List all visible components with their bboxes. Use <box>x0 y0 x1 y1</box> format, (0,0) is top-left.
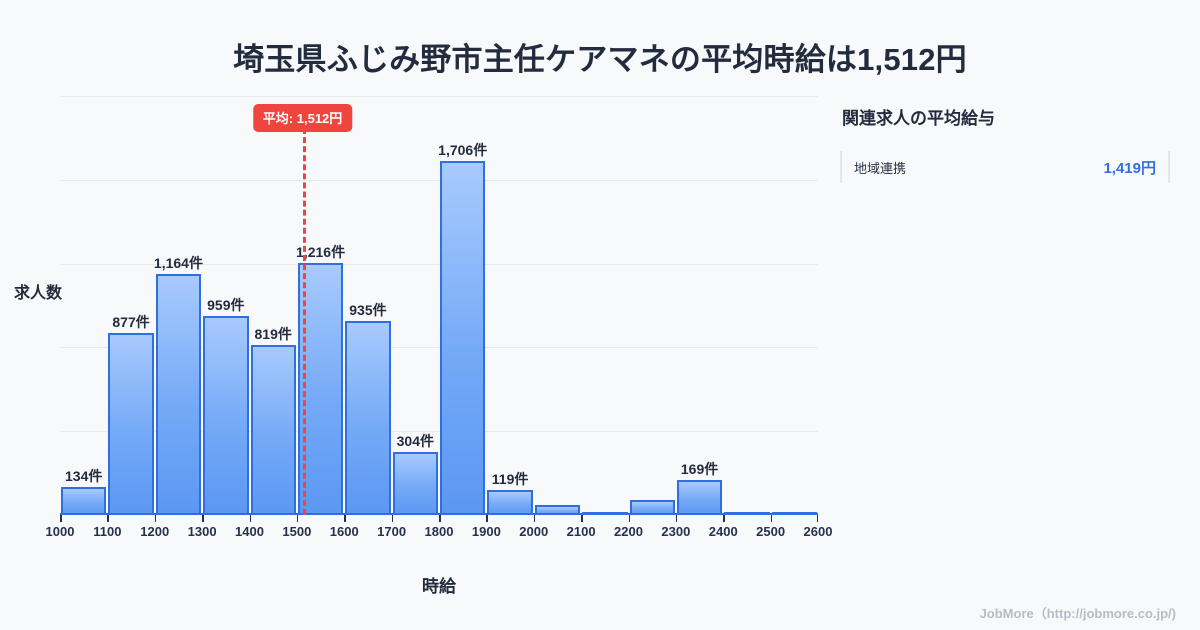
bar[interactable]: 119件 <box>487 471 533 515</box>
x-axis-tick <box>296 515 299 522</box>
x-axis-tick-label: 1600 <box>329 524 359 539</box>
x-axis-tick-label: 2400 <box>708 524 738 539</box>
x-axis-tick <box>533 515 536 522</box>
bar-value-label: 819件 <box>254 326 292 343</box>
x-axis-tick <box>249 515 251 522</box>
x-axis-tick-label: 2100 <box>566 524 596 539</box>
x-axis-tick <box>723 515 725 522</box>
bar-value-label: 1,216件 <box>296 243 346 260</box>
bar-slot: 877件 <box>107 96 154 522</box>
related-salary-list: 地域連携 1,419円 <box>840 151 1170 183</box>
x-axis-tick-label: 1200 <box>140 524 170 539</box>
bar-value-label: 304件 <box>396 432 434 449</box>
bar[interactable] <box>629 499 675 515</box>
gridline <box>60 96 818 97</box>
bar[interactable]: 304件 <box>392 433 438 515</box>
x-axis-tick-label: 1700 <box>377 524 407 539</box>
bar-series: 134件 877件 1,164件 959件 819件 1,216件 935件 304件 1,70… <box>60 96 818 522</box>
gridline <box>60 431 818 432</box>
x-axis-tick-labels: 1000 1100 1200 1300 1400 1500 1600 1700 1800 1900… <box>46 524 833 544</box>
x-axis-tick-label: 2500 <box>756 524 786 539</box>
bar-slot <box>628 96 676 522</box>
x-axis-tick-label: 1400 <box>235 524 264 539</box>
x-axis-tick <box>154 515 157 522</box>
bar-value-label: 935件 <box>349 302 387 319</box>
bar-slot: 1,706件 <box>438 96 487 522</box>
x-axis-tick <box>770 515 773 522</box>
x-axis-tick <box>581 515 583 522</box>
bar-slot: 959件 <box>202 96 249 522</box>
chart-plot-area: 134件 877件 1,164件 959件 819件 1,216件 935件 304件 1,70… <box>60 96 818 522</box>
bar[interactable] <box>534 505 581 515</box>
x-axis-tick <box>202 515 204 522</box>
bar[interactable]: 169件 <box>676 461 723 515</box>
bar[interactable]: 819件 <box>250 326 296 515</box>
x-axis-tick-label: 2600 <box>803 524 833 539</box>
x-axis-tick <box>107 515 109 522</box>
bar-slot <box>770 96 818 522</box>
bar-slot: 819件 <box>249 96 297 522</box>
bar-value-label: 119件 <box>491 471 529 488</box>
bar-slot: 1,164件 <box>154 96 203 522</box>
x-axis-tick-label: 2300 <box>661 524 691 539</box>
salary-row-name: 地域連携 <box>854 160 907 176</box>
bar-value-label: 1,706件 <box>438 142 488 159</box>
bar-slot <box>533 96 581 522</box>
x-axis-tick <box>675 515 678 522</box>
related-salary-panel: 関連求人の平均給与 地域連携 1,419円 <box>840 104 1170 183</box>
x-axis-tick-label: 2200 <box>614 524 643 539</box>
x-axis-tick-label: 1000 <box>45 524 75 539</box>
x-axis-tick-label: 1300 <box>187 524 217 539</box>
x-axis-tick <box>486 515 488 522</box>
x-axis-tick-label: 1900 <box>471 524 501 539</box>
x-axis-tick-label: 1500 <box>282 524 312 539</box>
salary-row-value: 1,419円 <box>1103 159 1156 177</box>
x-axis-tick <box>344 515 346 522</box>
bar-value-label: 134件 <box>65 468 103 485</box>
page-title: 埼玉県ふじみ野市主任ケアマネの平均時給は1,512円 <box>233 42 967 77</box>
bar-slot <box>723 96 770 522</box>
x-axis-tick <box>816 515 818 522</box>
average-badge: 平均: 1,512円 <box>252 104 353 132</box>
bar-slot: 119件 <box>486 96 533 522</box>
bar[interactable]: 959件 <box>203 297 249 515</box>
x-axis-tick-label: 1800 <box>424 524 454 539</box>
average-line <box>302 128 306 515</box>
related-salary-title: 関連求人の平均給与 <box>842 109 995 128</box>
x-axis-tick-label: 2000 <box>519 524 549 539</box>
footer-watermark: JobMore（http://jobmore.co.jp/) <box>979 606 1176 621</box>
bar-value-label: 959件 <box>207 297 245 314</box>
x-axis-line <box>60 513 818 515</box>
x-axis-tick <box>628 515 630 522</box>
bar-slot: 169件 <box>675 96 723 522</box>
bar-slot <box>581 96 628 522</box>
bar-value-label: 1,164件 <box>153 254 203 271</box>
bar-slot: 935件 <box>344 96 391 522</box>
bar-slot: 304件 <box>391 96 439 522</box>
y-axis-title: 求人数 <box>14 285 63 302</box>
bar[interactable]: 1,164件 <box>154 255 203 515</box>
bar-value-label: 169件 <box>680 460 719 477</box>
x-axis-tick-label: 1100 <box>93 524 122 539</box>
bar[interactable]: 1,706件 <box>438 142 487 515</box>
bar[interactable]: 134件 <box>61 468 107 515</box>
bar[interactable]: 877件 <box>108 314 154 515</box>
x-axis-tick <box>60 515 62 522</box>
x-axis-tick <box>439 515 441 522</box>
bar[interactable]: 935件 <box>345 302 391 515</box>
salary-row: 地域連携 1,419円 <box>840 151 1170 183</box>
gridline <box>60 180 818 181</box>
bar-slot: 134件 <box>60 96 107 522</box>
bar-value-label: 877件 <box>112 314 150 331</box>
gridline <box>60 347 818 348</box>
x-axis-title: 時給 <box>422 577 456 596</box>
x-axis-tick <box>391 515 394 522</box>
gridline <box>60 264 818 265</box>
